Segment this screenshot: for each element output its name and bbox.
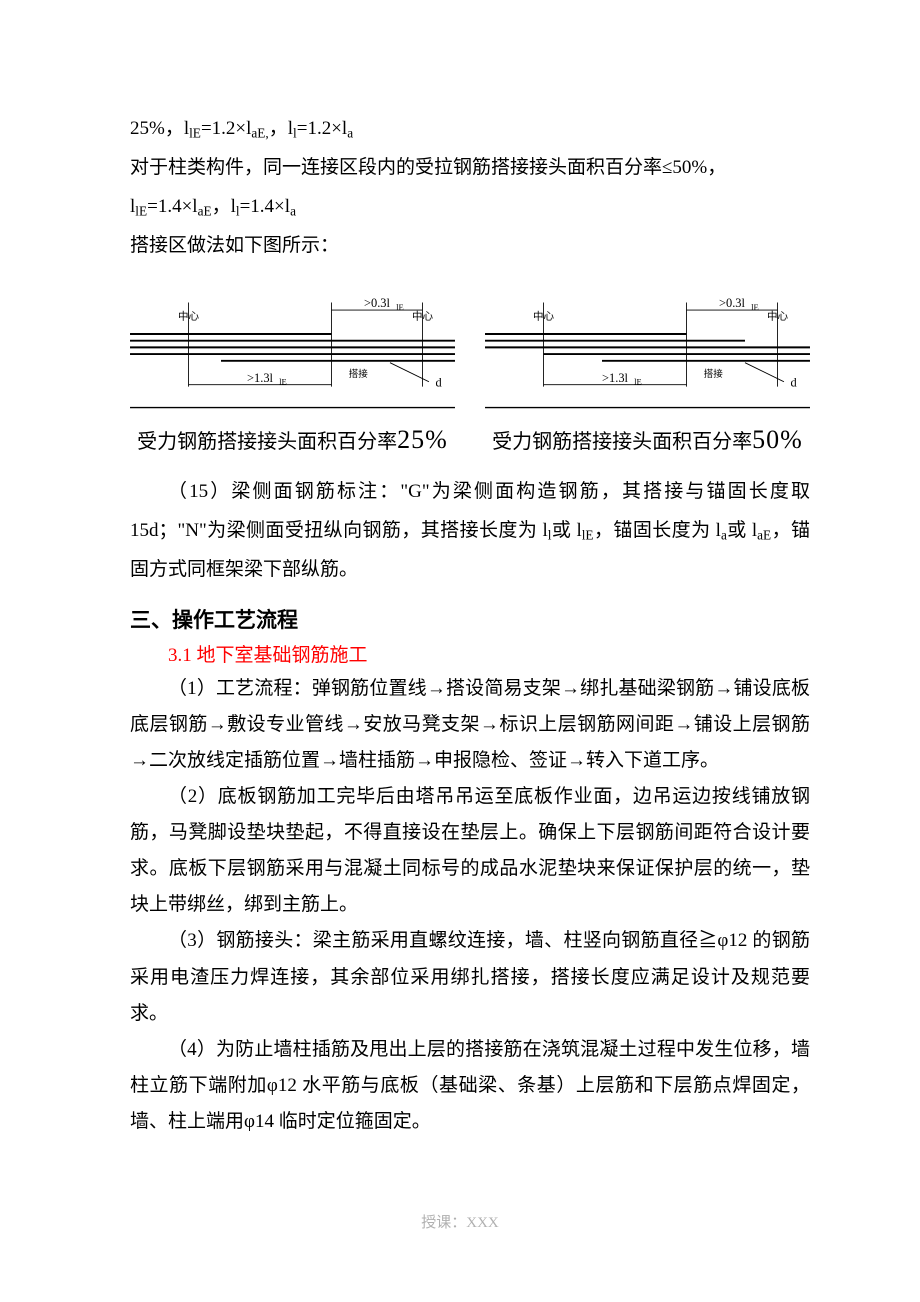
svg-text:>1.3l: >1.3l bbox=[602, 371, 629, 385]
svg-text:>0.3l: >0.3l bbox=[364, 296, 391, 310]
caption-right-prefix: 受力钢筋搭接接头面积百分率 bbox=[492, 431, 752, 453]
svg-text:d: d bbox=[435, 375, 442, 389]
svg-text:lE: lE bbox=[396, 302, 404, 312]
caption-left-prefix: 受力钢筋搭接接头面积百分率 bbox=[137, 431, 397, 453]
caption-left-pct: 25% bbox=[397, 425, 448, 454]
paragraph-15: （15）梁侧面钢筋标注："G"为梁侧面构造钢筋，其搭接与锚固长度取 15d；"N… bbox=[130, 473, 810, 590]
svg-text:d: d bbox=[790, 375, 797, 389]
diagram-row: 中心中心>0.3llE>1.3llE搭接d 中心中心>0.3llE>1.3llE… bbox=[130, 291, 810, 415]
paragraph-3: （3）钢筋接头：梁主筋采用直螺纹连接，墙、柱竖向钢筋直径≧φ12 的钢筋采用电渣… bbox=[130, 923, 810, 1031]
diagram-left: 中心中心>0.3llE>1.3llE搭接d bbox=[130, 291, 455, 415]
paragraph-1: （1）工艺流程：弹钢筋位置线→搭设简易支架→绑扎基础梁钢筋→铺设底板底层钢筋→敷… bbox=[130, 671, 810, 779]
svg-text:中心: 中心 bbox=[533, 309, 554, 322]
paragraph-2: （2）底板钢筋加工完毕后由塔吊吊运至底板作业面，边吊运边按线铺放钢筋，马凳脚设垫… bbox=[130, 779, 810, 923]
page: 25%，llE=1.2×laE,，ll=1.2×la 对于柱类构件，同一连接区段… bbox=[0, 0, 920, 1302]
diagram-right: 中心中心>0.3llE>1.3llE搭接d bbox=[485, 291, 810, 415]
formula-line-1: 25%，llE=1.2×laE,，ll=1.2×la bbox=[130, 110, 810, 149]
svg-text:>0.3l: >0.3l bbox=[719, 296, 746, 310]
svg-text:lE: lE bbox=[634, 376, 642, 386]
svg-text:搭接: 搭接 bbox=[349, 368, 369, 380]
caption-row: 受力钢筋搭接接头面积百分率25% 受力钢筋搭接接头面积百分率50% bbox=[130, 425, 810, 455]
text-line-2: 对于柱类构件，同一连接区段内的受拉钢筋搭接接头面积百分率≤50%， bbox=[130, 149, 810, 188]
svg-text:lE: lE bbox=[751, 302, 759, 312]
svg-text:搭接: 搭接 bbox=[704, 368, 724, 380]
subheading-3-1: 3.1 地下室基础钢筋施工 bbox=[130, 640, 810, 667]
svg-text:中心: 中心 bbox=[178, 309, 199, 322]
paragraph-4: （4）为防止墙柱插筋及甩出上层的搭接筋在浇筑混凝土过程中发生位移，墙柱立筋下端附… bbox=[130, 1032, 810, 1140]
heading-3: 三、操作工艺流程 bbox=[130, 604, 810, 634]
formula-line-3: llE=1.4×laE，ll=1.4×la bbox=[130, 188, 810, 227]
caption-right-pct: 50% bbox=[752, 425, 803, 454]
text-line-4: 搭接区做法如下图所示： bbox=[130, 227, 810, 266]
svg-text:>1.3l: >1.3l bbox=[247, 371, 274, 385]
svg-text:lE: lE bbox=[279, 376, 287, 386]
footer-text: 授课：XXX bbox=[0, 1211, 920, 1232]
caption-right: 受力钢筋搭接接头面积百分率50% bbox=[485, 425, 810, 455]
caption-left: 受力钢筋搭接接头面积百分率25% bbox=[130, 425, 455, 455]
